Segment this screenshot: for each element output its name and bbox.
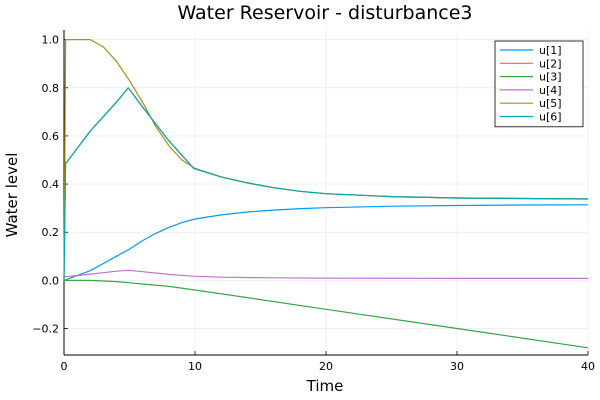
legend-label-u3: u[3] xyxy=(539,71,562,84)
chart-title: Water Reservoir - disturbance3 xyxy=(177,2,472,24)
y-axis-label: Water level xyxy=(3,153,21,238)
y-tick-label: 1.0 xyxy=(42,34,60,47)
y-tick-label: 0.4 xyxy=(42,178,60,191)
x-tick-label: 30 xyxy=(450,360,464,373)
y-tick-label: 0.8 xyxy=(42,82,60,95)
x-tick-label: 40 xyxy=(581,360,595,373)
legend-label-u1: u[1] xyxy=(539,44,562,57)
series-line-u4 xyxy=(63,269,588,279)
y-tick-label: 0.6 xyxy=(42,130,60,143)
y-tick-label: −0.2 xyxy=(32,323,59,336)
series-line-u6 xyxy=(63,87,589,281)
series-line-u1 xyxy=(63,204,589,281)
x-tick-label: 20 xyxy=(319,360,333,373)
y-ticks: −0.2 0.0 0.2 0.4 0.6 0.8 1.0 xyxy=(32,34,68,336)
x-tick-label: 10 xyxy=(188,360,202,373)
legend-label-u5: u[5] xyxy=(539,97,562,110)
legend-label-u2: u[2] xyxy=(539,57,562,70)
legend-label-u4: u[4] xyxy=(539,84,562,97)
legend-box xyxy=(494,40,584,128)
x-ticks: 0 10 20 30 40 xyxy=(61,351,595,373)
x-tick-label: 0 xyxy=(61,360,68,373)
series-lines xyxy=(63,38,589,349)
legend: u[1]u[2]u[3]u[4]u[5]u[6] xyxy=(494,40,584,128)
x-axis-label: Time xyxy=(306,377,344,395)
series-line-u3 xyxy=(64,279,589,349)
y-tick-label: 0.2 xyxy=(42,226,60,239)
y-tick-label: 0.0 xyxy=(42,274,60,287)
legend-label-u6: u[6] xyxy=(539,111,562,124)
